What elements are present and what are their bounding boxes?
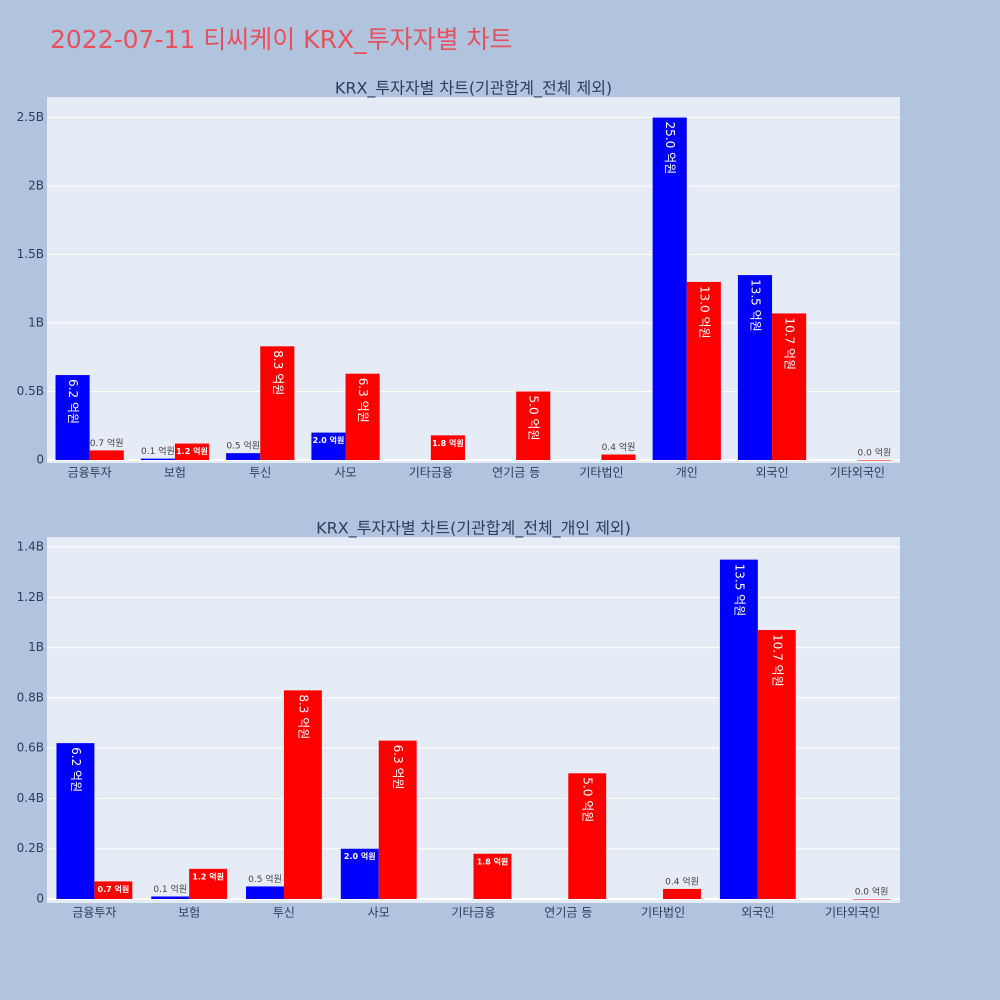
data-label: 0.1 억원 (141, 445, 175, 457)
bar (55, 375, 90, 460)
bar (345, 373, 380, 460)
bar (140, 458, 175, 460)
data-label: 1.2 억원 (192, 871, 224, 881)
data-label: 5.0 억원 (527, 396, 541, 441)
y-tick-label: 1.4B (17, 540, 44, 554)
x-tick-label: 기타외국인 (825, 906, 880, 920)
data-label: 0.0 억원 (855, 886, 889, 898)
bar (94, 881, 133, 899)
chart-title: 2022-07-11 티씨케이 KRX_투자자별 차트 (50, 25, 513, 54)
data-label: 13.0 억원 (697, 286, 711, 339)
data-label: 13.5 억원 (732, 564, 746, 617)
bar (151, 896, 190, 899)
data-label: 5.0 억원 (581, 777, 595, 822)
data-label: 8.3 억원 (296, 694, 310, 739)
bar (663, 888, 701, 899)
y-tick-label: 0.8B (17, 690, 44, 704)
x-tick-label: 연기금 등 (544, 906, 592, 920)
bar (260, 346, 295, 460)
data-label: 6.2 억원 (66, 379, 80, 424)
bar (568, 773, 607, 899)
bar (174, 443, 210, 460)
bar (757, 630, 796, 899)
data-label: 0.5 억원 (226, 440, 260, 452)
x-tick-label: 연기금 등 (492, 466, 540, 480)
data-label: 1.8 억원 (432, 438, 464, 448)
x-tick-label: 투신 (273, 906, 295, 920)
y-tick-label: 0 (36, 453, 44, 467)
x-tick-label: 개인 (676, 466, 698, 480)
bar (430, 435, 465, 460)
bar (737, 275, 773, 460)
bar (686, 281, 721, 460)
data-label: 0.7 억원 (98, 884, 130, 894)
data-label: 0.5 억원 (248, 873, 282, 885)
bar (601, 454, 636, 460)
x-tick-label: 사모 (335, 466, 357, 480)
data-label: 1.8 억원 (477, 856, 509, 866)
bar (516, 391, 551, 460)
data-label: 8.3 억원 (271, 350, 285, 395)
data-label: 10.7 억원 (783, 317, 797, 370)
data-label: 6.3 억원 (356, 378, 370, 423)
y-tick-label: 0.4B (17, 791, 44, 805)
bar (311, 432, 346, 460)
bar (246, 886, 284, 899)
y-tick-label: 1.2B (17, 590, 44, 604)
x-tick-label: 기타법인 (641, 906, 685, 920)
bar (226, 453, 261, 460)
x-tick-label: 외국인 (741, 906, 774, 920)
x-tick-label: 외국인 (755, 466, 788, 480)
bar (89, 450, 124, 460)
y-tick-label: 0.2B (17, 841, 44, 855)
y-tick-label: 1.5B (17, 247, 44, 261)
y-tick-label: 1B (28, 316, 44, 330)
data-label: 1.2 억원 (176, 446, 208, 456)
bar (189, 868, 228, 899)
x-tick-label: 기타법인 (579, 466, 623, 480)
x-tick-label: 보험 (164, 466, 186, 480)
bar (772, 313, 807, 460)
y-tick-label: 2.5B (17, 110, 44, 124)
data-label: 13.5 억원 (748, 279, 762, 332)
bar (473, 853, 512, 899)
y-tick-label: 2B (28, 179, 44, 193)
data-label: 25.0 억원 (663, 122, 677, 175)
x-tick-label: 투신 (249, 466, 271, 480)
bar (857, 460, 892, 461)
bar (378, 740, 417, 899)
y-tick-label: 0.6B (17, 741, 44, 755)
bar (283, 690, 322, 899)
data-label: 10.7 억원 (770, 634, 784, 687)
data-label: 0.1 억원 (153, 883, 187, 895)
data-label: 6.2 억원 (69, 747, 83, 792)
bar (719, 559, 758, 899)
data-label: 0.4 억원 (665, 875, 699, 887)
bar (56, 743, 95, 899)
data-label: 2.0 억원 (313, 435, 345, 445)
data-label: 0.4 억원 (602, 441, 636, 453)
bar (340, 848, 379, 899)
y-tick-label: 0.5B (17, 384, 44, 398)
x-tick-label: 금융투자 (72, 906, 116, 920)
subplot-title: KRX_투자자별 차트(기관합계_전체_개인 제외) (316, 519, 631, 539)
x-tick-label: 기타금융 (409, 466, 453, 480)
data-label: 0.0 억원 (858, 447, 892, 459)
subplot-title: KRX_투자자별 차트(기관합계_전체 제외) (335, 79, 612, 99)
x-tick-label: 기타금융 (451, 906, 495, 920)
y-tick-label: 0 (36, 892, 44, 906)
x-tick-label: 기타외국인 (830, 466, 885, 480)
data-label: 0.7 억원 (90, 437, 124, 449)
x-tick-label: 사모 (368, 906, 390, 920)
bar (652, 117, 687, 460)
data-label: 2.0 억원 (344, 851, 376, 861)
bar (852, 899, 891, 900)
x-tick-label: 금융투자 (68, 466, 112, 480)
x-tick-label: 보험 (178, 906, 200, 920)
data-label: 6.3 억원 (391, 745, 405, 790)
y-tick-label: 1B (28, 640, 44, 654)
